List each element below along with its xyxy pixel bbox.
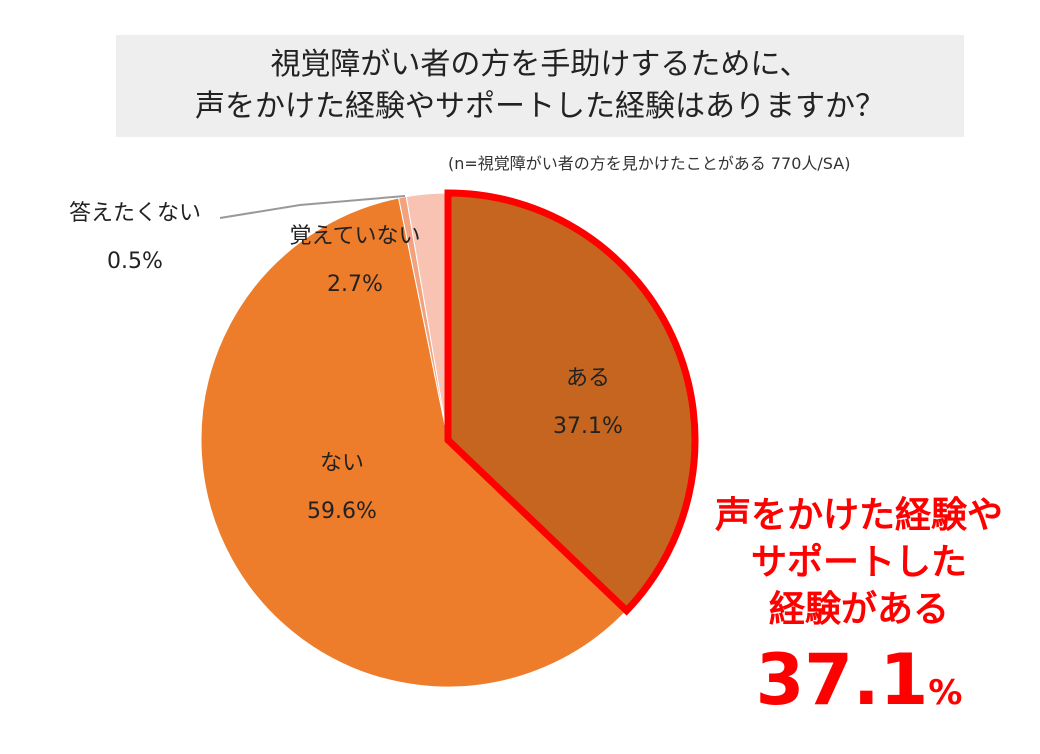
callout-line-2: サポートした bbox=[750, 542, 967, 583]
slice-value-oboeteinai: 2.7% bbox=[327, 272, 383, 297]
slice-value-kotaetakunai: 0.5% bbox=[107, 249, 163, 274]
pie-slice-1 bbox=[200, 197, 628, 688]
slice-label-nai: ない bbox=[320, 451, 364, 476]
chart-title-line-1: 視覚障がい者の方を手助けするために、 bbox=[270, 47, 810, 82]
highlight-callout: 声をかけた経験や サポートした 経験がある 37.1% bbox=[694, 492, 1024, 738]
sample-note: (n=視覚障がい者の方を見かけたことがある 770人/SA) bbox=[448, 154, 851, 173]
slice-label-oboeteinai: 覚えていない bbox=[290, 224, 421, 249]
callout-line-1: 声をかけた経験や bbox=[714, 495, 1003, 536]
slice-label-aru: ある bbox=[566, 366, 610, 391]
slice-label-kotaetakunai: 答えたくない bbox=[69, 201, 201, 226]
chart-title-line-2: 声をかけた経験やサポートした経験はありますか？ bbox=[195, 89, 885, 124]
chart-title-box: 視覚障がい者の方を手助けするために、 声をかけた経験やサポートした経験はあります… bbox=[116, 35, 964, 137]
slice-value-nai: 59.6% bbox=[307, 499, 377, 524]
slice-value-aru: 37.1% bbox=[553, 414, 623, 439]
callout-line-3: 経験がある bbox=[768, 589, 949, 630]
leader-line-answer-refused bbox=[219, 195, 406, 219]
callout-value-row: 37.1% bbox=[694, 635, 1024, 738]
callout-unit: % bbox=[928, 673, 963, 713]
highlight-outline bbox=[444, 189, 699, 616]
callout-value: 37.1 bbox=[755, 639, 929, 721]
